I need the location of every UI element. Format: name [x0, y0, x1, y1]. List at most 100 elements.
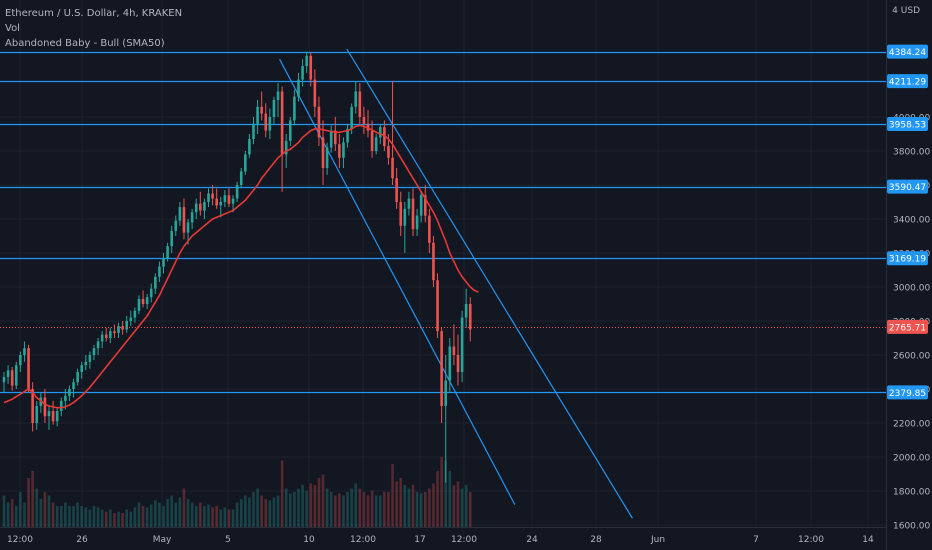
candle-body [305, 55, 308, 66]
candle-body [194, 203, 198, 213]
candle-body [252, 123, 255, 140]
level-price-label-bg [887, 117, 928, 132]
candle-body [215, 198, 218, 206]
candle-body [133, 310, 137, 318]
candle-body [403, 208, 407, 226]
time-tick-label: 10 [303, 535, 315, 545]
candle-body [80, 365, 84, 372]
price-tick-label: 2200.00 [893, 420, 930, 430]
volume-label[interactable]: Vol [5, 23, 20, 34]
volume-bar [378, 495, 382, 527]
candle-body [162, 258, 165, 267]
volume-bar [113, 513, 116, 527]
candle-body [186, 222, 190, 233]
volume-bar [27, 478, 30, 527]
candle-body [346, 128, 349, 143]
candle-body [68, 389, 71, 396]
last-price-label-bg [887, 319, 928, 334]
level-price-label: 3169.19 [889, 255, 926, 265]
volume-bar [133, 507, 137, 527]
candle-body [31, 389, 34, 423]
candle-body [289, 120, 292, 141]
volume-bar [342, 495, 345, 527]
time-tick-label: 12:00 [7, 535, 33, 545]
volume-bar [235, 502, 239, 527]
volume-bar [6, 502, 10, 527]
candle-body [309, 55, 313, 80]
volume-bar [88, 509, 92, 527]
volume-bar [333, 495, 337, 527]
candle-body [72, 382, 75, 389]
level-price-label: 4384.24 [889, 48, 926, 58]
candle-body [387, 145, 390, 158]
volume-bar [104, 511, 108, 527]
candle-body [59, 400, 63, 412]
candle-body [370, 130, 374, 151]
volume-bar [411, 485, 415, 527]
volume-bar [264, 499, 268, 527]
candle-body [362, 117, 366, 124]
candle-body [203, 202, 206, 211]
volume-bar [272, 497, 276, 527]
level-price-label: 4211.29 [889, 78, 926, 88]
sma50-line [3, 124, 479, 409]
time-tick-label: 12:00 [451, 535, 477, 545]
volume-bar [436, 471, 439, 527]
candle-body [366, 123, 370, 131]
candle-body [244, 154, 247, 172]
volume-bar [432, 483, 435, 527]
volume-bar [370, 490, 374, 527]
candle-body [374, 137, 378, 151]
volume-bar [141, 506, 145, 527]
candle-body [2, 377, 6, 383]
time-tick-label: Jun [650, 535, 665, 545]
candle-body [92, 348, 96, 355]
candle-body [423, 195, 427, 216]
volume-bar [125, 509, 128, 527]
candle-body [268, 117, 272, 131]
volume-bar [137, 502, 141, 527]
volume-bar [186, 499, 190, 527]
volume-bar [297, 488, 300, 527]
candle-body [378, 127, 382, 138]
volume-bar [383, 492, 386, 527]
candle-body [100, 334, 104, 342]
volume-bar [109, 509, 112, 527]
volume-bar [166, 499, 169, 527]
candle-body [227, 195, 231, 204]
currency-label[interactable]: 4 USD [892, 6, 920, 16]
volume-bar [121, 513, 124, 527]
volume-bar [239, 499, 243, 527]
volume-bar [129, 511, 133, 527]
volume-bar [415, 492, 419, 527]
indicator-label[interactable]: Abandoned Baby - Bull (SMA50) [5, 38, 165, 49]
volume-bar [162, 506, 165, 527]
volume-bar [10, 499, 14, 527]
candle-body [415, 215, 419, 230]
volume-bar [100, 509, 104, 527]
time-axis[interactable]: 12:00 26 May 5 10 12:00 17 12:00 24 28 Jun 7 12:00 14 [0, 527, 886, 546]
currency-code: USD [900, 6, 920, 16]
candle-body [113, 331, 116, 333]
candle-body [149, 288, 153, 298]
candle-body [448, 346, 452, 381]
candle-body [338, 144, 341, 158]
level-price-label-bg [887, 74, 928, 89]
candle-body [342, 142, 345, 158]
time-tick-label: 26 [76, 535, 88, 545]
volume-bar [154, 500, 157, 527]
volume-bar [419, 493, 423, 527]
symbol-title[interactable]: Ethereum / U.S. Dollar, 4h, KRAKEN [5, 8, 183, 19]
candle-body [166, 246, 169, 259]
horizontal-levels[interactable] [0, 51, 886, 394]
price-tick-label: 1800.00 [893, 488, 930, 498]
volume-bar [321, 474, 325, 527]
volume-bar [145, 507, 149, 527]
volume-bar [248, 497, 251, 527]
candle-body [464, 304, 468, 318]
price-axis[interactable]: 1600.001800.002000.002200.002400.002600.… [886, 0, 931, 550]
candle-body [6, 370, 10, 378]
volume-bar [317, 478, 321, 527]
candlestick-series [2, 51, 472, 483]
